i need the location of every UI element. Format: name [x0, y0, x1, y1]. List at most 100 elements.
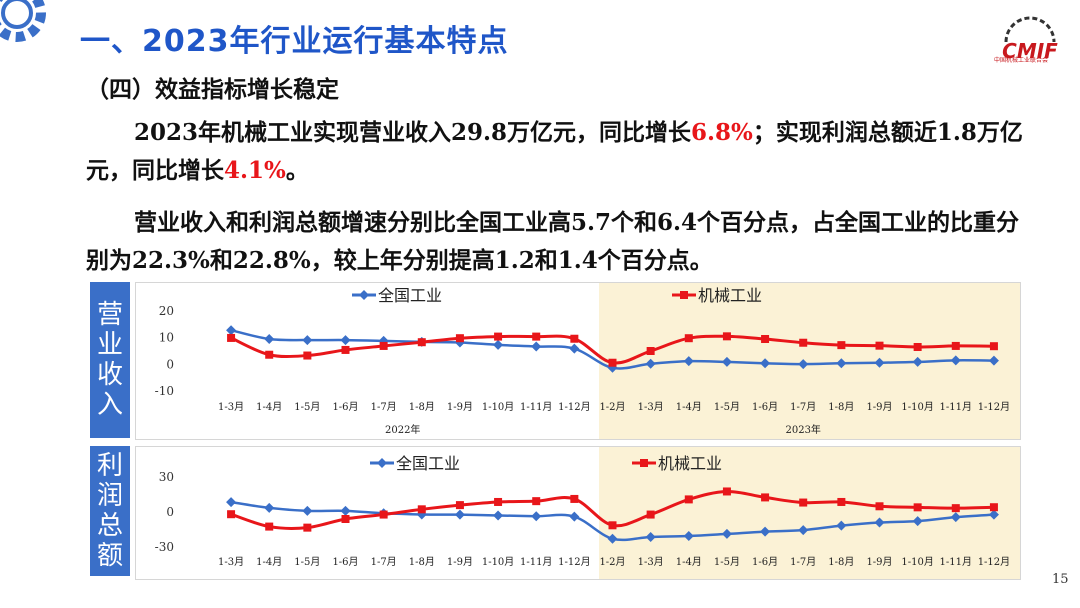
x-tick-label: 1-4月 [256, 556, 282, 568]
data-point-national [264, 502, 275, 513]
profit-growth-value: 4.1% [224, 157, 286, 184]
data-point-national [493, 510, 504, 521]
data-point-machinery [455, 501, 464, 510]
side-label-char: 总 [96, 511, 123, 541]
x-tick-label: 1-7月 [371, 556, 397, 568]
data-point-national [912, 516, 923, 527]
x-tick-label: 1-8月 [409, 556, 435, 568]
p1-text1: 2023年机械工业实现营业收入29.8万亿元，同比增长 [134, 119, 692, 146]
x-tick-label: 1-9月 [866, 556, 892, 568]
side-label-char: 润 [96, 481, 123, 511]
data-point-machinery [341, 515, 350, 523]
year-label-2023: 2023年 [785, 423, 820, 436]
logo-subtitle: 中国机械工业联合会 [994, 57, 1049, 64]
chart-revenue-side-label: 营业收入 [90, 282, 130, 438]
data-point-national [721, 528, 732, 539]
data-point-national [531, 511, 542, 522]
legend-label-1: 机械工业 [658, 454, 722, 473]
data-point-machinery [379, 341, 388, 350]
data-point-machinery [799, 338, 808, 347]
legend-marker-machinery [640, 459, 648, 467]
data-point-machinery [341, 345, 350, 354]
data-point-national [302, 335, 313, 346]
x-tick-label: 1-4月 [676, 401, 702, 413]
data-point-machinery [227, 333, 236, 342]
data-point-machinery [417, 338, 426, 347]
x-tick-label: 1-9月 [447, 556, 473, 568]
p2-text: 营业收入和利润总额增速分别比全国工业高5.7个和6.4个百分点，占全国工业的比重… [86, 209, 1020, 274]
data-point-national [226, 497, 237, 508]
page-number: 15 [1052, 572, 1069, 587]
data-point-national [493, 339, 504, 350]
data-point-machinery [570, 494, 579, 503]
chart-revenue-svg: 20 10 0 -10 1-3月 1-4月 1-5月 1-6月 1-7月 1-8月 1-9月 1-10… [155, 283, 1020, 439]
data-point-national [569, 343, 580, 354]
data-point-machinery [684, 495, 693, 504]
x-tick-label: 1-9月 [866, 401, 892, 413]
side-label-char: 业 [96, 330, 123, 360]
x-tick-label: 1-5月 [294, 556, 320, 568]
data-point-machinery [875, 341, 884, 350]
x-tick-label: 1-12月 [978, 556, 1010, 568]
data-point-national [912, 356, 923, 367]
data-point-machinery [570, 334, 579, 343]
data-point-machinery [608, 521, 617, 530]
x-tick-label: 1-2月 [599, 556, 625, 568]
x-tick-label: 1-6月 [752, 556, 778, 568]
data-point-machinery [722, 487, 731, 496]
x-tick-label: 1-5月 [714, 401, 740, 413]
x-tick-label: 1-10月 [901, 556, 933, 568]
data-point-machinery [837, 341, 846, 350]
chart-profit: 30 0 -30 1-3月 1-4月 1-5月 1-6月 1-7月 1-8月 1-9月 1-10月 1… [135, 446, 1021, 580]
revenue-growth-value: 6.8% [691, 119, 753, 146]
x-tick-label: 1-3月 [638, 556, 664, 568]
x-tick-label: 1-7月 [371, 401, 397, 413]
highlight-2023-band [599, 447, 1020, 579]
legend-marker-national [359, 290, 369, 300]
x-tick-label: 1-10月 [482, 401, 514, 413]
data-point-national [798, 359, 809, 370]
data-point-national [302, 505, 313, 516]
data-point-machinery [265, 350, 274, 359]
data-point-machinery [761, 493, 770, 502]
y-tick-label: 20 [159, 304, 174, 318]
data-point-national [340, 505, 351, 516]
x-tick-label: 1-6月 [332, 556, 358, 568]
y-tick-label: 10 [159, 331, 174, 345]
data-point-machinery [722, 332, 731, 341]
x-tick-label: 1-4月 [676, 556, 702, 568]
data-point-national [569, 511, 580, 522]
data-point-machinery [532, 332, 541, 341]
side-label-char: 收 [96, 360, 123, 390]
data-point-national [645, 531, 656, 542]
data-point-national [264, 334, 275, 344]
data-point-machinery [303, 351, 312, 360]
chart-profit-side-label: 利润总额 [90, 446, 130, 576]
x-tick-label: 1-12月 [558, 556, 590, 568]
data-point-machinery [684, 334, 693, 343]
data-point-national [226, 325, 237, 336]
x-tick-label: 1-9月 [447, 401, 473, 413]
side-label-char: 额 [96, 541, 123, 571]
x-tick-label: 1-2月 [599, 401, 625, 413]
year-label-2022: 2022年 [385, 423, 420, 436]
year-label-2022: 2022年 [385, 578, 420, 579]
paragraph-share: 营业收入和利润总额增速分别比全国工业高5.7个和6.4个百分点，占全国工业的比重… [86, 204, 1036, 280]
x-tick-label: 1-5月 [714, 556, 740, 568]
data-point-national [950, 512, 961, 523]
x-tick-label: 1-10月 [901, 401, 933, 413]
paragraph-revenue: 2023年机械工业实现营业收入29.8万亿元，同比增长6.8%；实现利润总额近1… [86, 114, 1036, 190]
x-tick-label: 1-12月 [978, 401, 1010, 413]
y-tick-label: -30 [155, 540, 174, 554]
data-point-national [950, 355, 961, 366]
data-point-national [760, 526, 771, 537]
data-point-machinery [379, 510, 388, 519]
x-tick-label: 1-3月 [638, 401, 664, 413]
data-point-machinery [227, 510, 236, 519]
x-tick-label: 1-12月 [558, 401, 590, 413]
x-tick-label: 1-4月 [256, 401, 282, 413]
data-point-machinery [989, 342, 998, 351]
data-point-machinery [875, 502, 884, 511]
data-point-machinery [761, 335, 770, 343]
data-point-machinery [989, 503, 998, 512]
